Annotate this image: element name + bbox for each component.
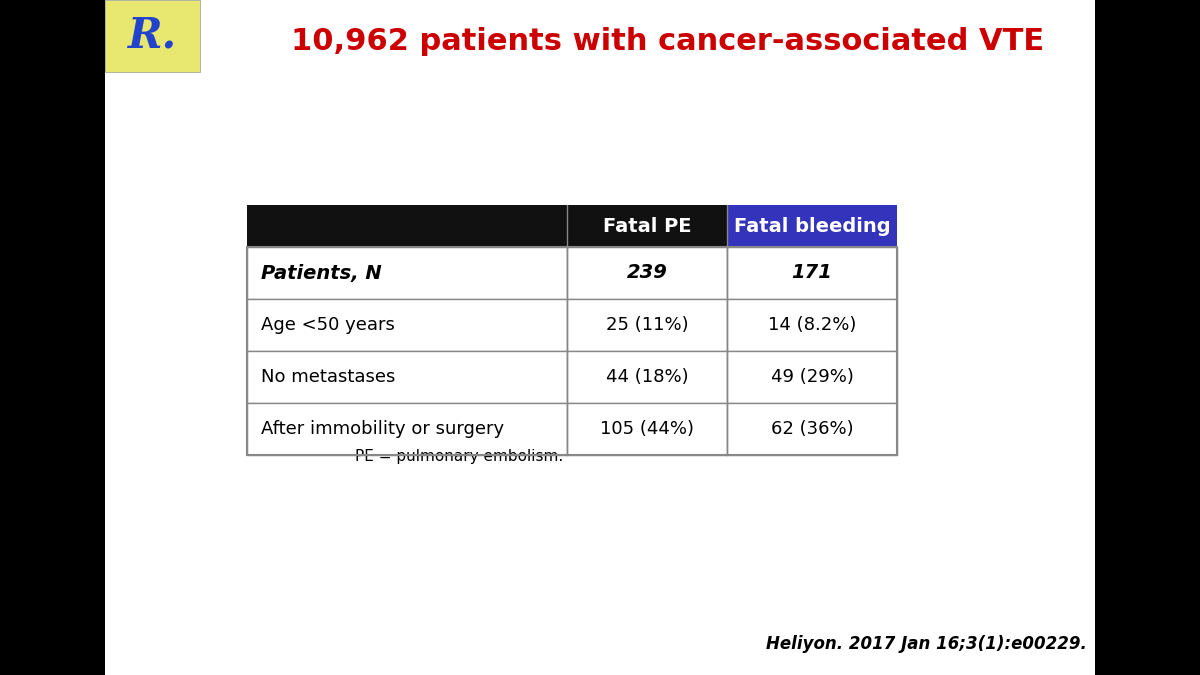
- Bar: [568, 351, 727, 403]
- Text: No metastases: No metastases: [262, 368, 395, 386]
- Bar: [568, 247, 727, 299]
- Bar: [727, 205, 898, 247]
- Text: R.: R.: [128, 15, 178, 57]
- Bar: [247, 299, 568, 351]
- Text: PE = pulmonary embolism.: PE = pulmonary embolism.: [355, 450, 563, 464]
- Bar: [106, 0, 1096, 675]
- Text: 105 (44%): 105 (44%): [600, 420, 694, 438]
- Bar: [247, 205, 568, 247]
- Bar: [568, 403, 727, 455]
- Text: Fatal bleeding: Fatal bleeding: [733, 217, 890, 236]
- Text: 14 (8.2%): 14 (8.2%): [768, 316, 856, 334]
- Bar: [247, 403, 568, 455]
- Bar: [568, 299, 727, 351]
- Text: Heliyon. 2017 Jan 16;3(1):e00229.: Heliyon. 2017 Jan 16;3(1):e00229.: [766, 635, 1087, 653]
- Bar: [247, 247, 898, 455]
- Text: 10,962 patients with cancer-associated VTE: 10,962 patients with cancer-associated V…: [290, 28, 1044, 57]
- Bar: [727, 403, 898, 455]
- Text: 62 (36%): 62 (36%): [770, 420, 853, 438]
- Text: Patients, N: Patients, N: [262, 263, 382, 283]
- Bar: [727, 247, 898, 299]
- Text: Fatal PE: Fatal PE: [602, 217, 691, 236]
- Text: 25 (11%): 25 (11%): [606, 316, 689, 334]
- Text: 49 (29%): 49 (29%): [770, 368, 853, 386]
- Text: 44 (18%): 44 (18%): [606, 368, 689, 386]
- Bar: [727, 299, 898, 351]
- Text: After immobility or surgery: After immobility or surgery: [262, 420, 504, 438]
- Bar: [106, 0, 200, 72]
- Bar: [247, 247, 568, 299]
- Bar: [247, 351, 568, 403]
- Bar: [568, 205, 727, 247]
- Text: 239: 239: [626, 263, 667, 283]
- Text: 171: 171: [792, 263, 833, 283]
- Text: Age <50 years: Age <50 years: [262, 316, 395, 334]
- Bar: [727, 351, 898, 403]
